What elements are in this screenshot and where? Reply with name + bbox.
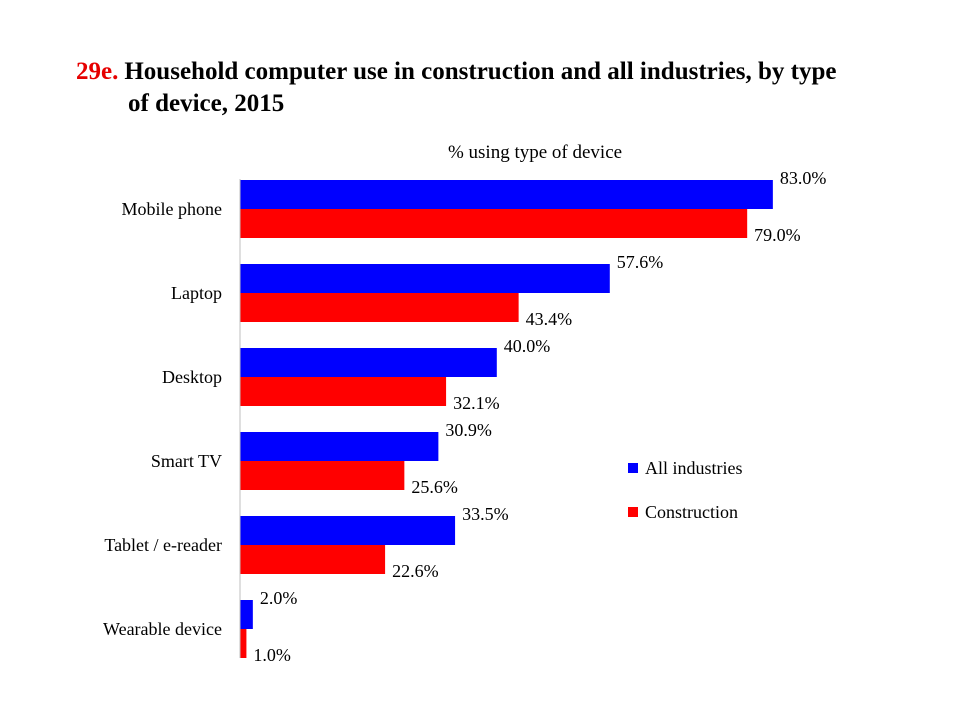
data-label: 83.0% <box>780 168 827 188</box>
legend-swatch <box>628 507 638 517</box>
bar-all-industries <box>240 516 456 545</box>
bar-all-industries <box>240 600 253 629</box>
title-text-1: Household computer use in construction a… <box>124 58 837 85</box>
bar-construction <box>240 545 386 574</box>
data-label: 2.0% <box>260 588 298 608</box>
data-label: 25.6% <box>411 477 458 497</box>
chart-subtitle: % using type of device <box>447 142 623 163</box>
title-line-2: of device, 2015 <box>128 90 285 117</box>
category-label: Smart TV <box>151 451 222 471</box>
data-label: 43.4% <box>526 309 573 329</box>
bar-all-industries <box>240 348 497 377</box>
title-line-1: 29e. Household computer use in constructi… <box>76 56 936 88</box>
category-label: Tablet / e-reader <box>104 535 222 555</box>
bar-all-industries <box>240 264 610 293</box>
chart-title: 29e. Household computer use in constructi… <box>76 56 936 120</box>
data-label: 57.6% <box>617 252 664 272</box>
category-label: Wearable device <box>103 619 222 639</box>
legend-swatch <box>628 463 638 473</box>
data-label: 30.9% <box>445 420 492 440</box>
bar-construction <box>240 209 748 238</box>
bar-construction <box>240 377 447 406</box>
category-label: Laptop <box>171 283 222 303</box>
data-label: 40.0% <box>504 336 551 356</box>
bar-construction <box>240 629 247 658</box>
category-label: Desktop <box>162 367 222 387</box>
bar-construction <box>240 461 405 490</box>
figure-number: 29e. <box>76 58 119 85</box>
category-label: Mobile phone <box>122 199 223 219</box>
legend-label: Construction <box>645 502 738 522</box>
data-label: 79.0% <box>754 225 801 245</box>
data-label: 1.0% <box>253 645 290 665</box>
bar-all-industries <box>240 180 773 209</box>
data-label: 32.1% <box>453 393 500 413</box>
data-label: 22.6% <box>392 561 439 581</box>
legend-label: All industries <box>645 458 743 478</box>
data-label: 33.5% <box>462 504 509 524</box>
bar-all-industries <box>240 432 439 461</box>
bar-construction <box>240 293 519 322</box>
